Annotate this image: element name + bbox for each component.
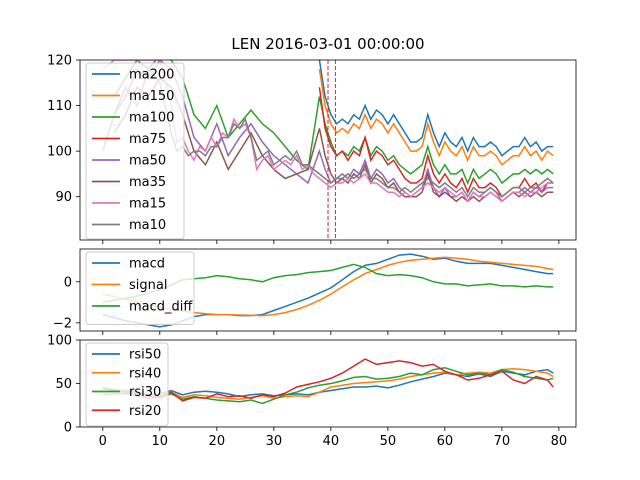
- legend-label-rsi40: rsi40: [129, 366, 161, 381]
- x-tick-label: 0: [99, 434, 107, 449]
- y-tick-label: 50: [55, 377, 72, 392]
- series-line-rsi50: [102, 368, 554, 398]
- y-tick-label: −2: [53, 316, 72, 331]
- legend-label-ma10: ma10: [129, 218, 166, 233]
- y-tick-label: 110: [47, 99, 72, 114]
- legend-label-signal: signal: [129, 278, 167, 293]
- legend-label-ma50: ma50: [129, 154, 166, 169]
- x-tick-label: 80: [551, 434, 568, 449]
- x-tick-label: 50: [380, 434, 397, 449]
- series-line-ma100: [113, 60, 554, 185]
- y-tick-label: 100: [47, 334, 72, 349]
- legend-label-ma35: ma35: [129, 175, 166, 190]
- series-line-ma200: [318, 60, 554, 157]
- x-tick-label: 60: [437, 434, 454, 449]
- legend-label-ma15: ma15: [129, 197, 166, 212]
- legend-label-ma200: ma200: [129, 68, 174, 83]
- axes-frame-0: [79, 59, 577, 241]
- legend-box-0: [85, 62, 185, 240]
- legend-label-ma100: ma100: [129, 111, 174, 126]
- x-tick-label: 30: [266, 434, 283, 449]
- legend-label-macd_diff: macd_diff: [129, 300, 193, 315]
- x-tick-label: 10: [152, 434, 169, 449]
- y-tick-label: 120: [47, 54, 72, 69]
- legend-label-ma150: ma150: [129, 89, 174, 104]
- legend-label-ma75: ma75: [129, 132, 166, 147]
- chart-title: LEN 2016-03-01 00:00:00: [231, 35, 424, 53]
- series-line-ma15: [102, 60, 554, 203]
- y-tick-label: 0: [64, 421, 72, 436]
- legend-label-rsi20: rsi20: [129, 404, 161, 419]
- series-line-ma150: [318, 68, 554, 166]
- legend-label-rsi50: rsi50: [129, 348, 161, 363]
- y-tick-label: 0: [64, 275, 72, 290]
- series-line-signal: [102, 256, 554, 317]
- series-line-ma10: [102, 67, 554, 199]
- series-line-rsi20: [102, 358, 554, 402]
- legend-box-2: [85, 342, 169, 427]
- legend-label-macd: macd: [129, 257, 165, 272]
- axes-frame-1: [79, 248, 577, 332]
- y-tick-label: 100: [47, 145, 72, 160]
- series-line-rsi40: [102, 367, 554, 400]
- x-tick-label: 70: [494, 434, 511, 449]
- x-tick-label: 40: [323, 434, 340, 449]
- x-tick-label: 20: [209, 434, 226, 449]
- series-line-ma75: [318, 87, 554, 198]
- legend-label-rsi30: rsi30: [129, 385, 161, 400]
- y-tick-label: 90: [55, 190, 72, 205]
